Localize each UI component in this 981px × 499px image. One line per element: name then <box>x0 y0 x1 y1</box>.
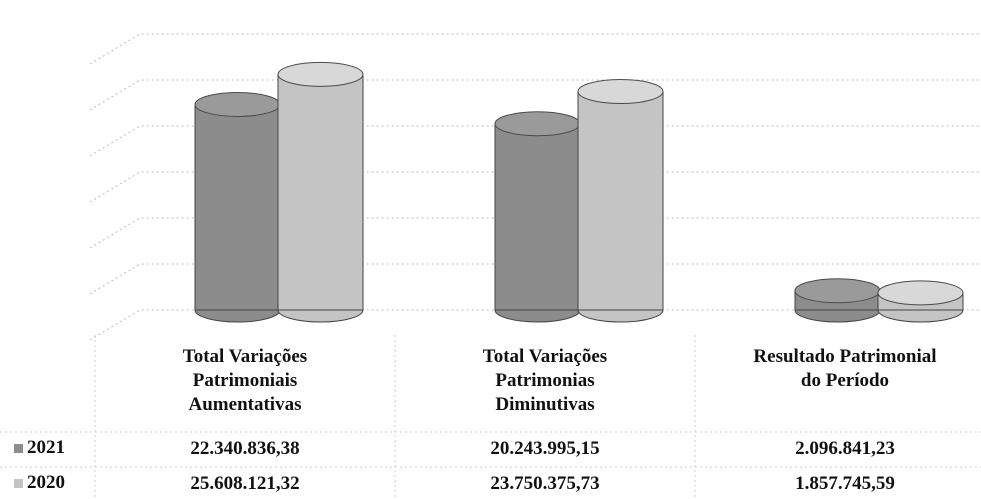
cylinder <box>194 91 281 323</box>
legend-key <box>14 479 23 488</box>
data-label: 2.096.841,23 <box>795 438 895 459</box>
grid-line <box>89 33 981 65</box>
cylinder-top <box>194 91 281 117</box>
bar <box>494 123 581 311</box>
cylinder-top <box>794 278 881 304</box>
legend-entry: 2021 <box>14 437 65 459</box>
legend-entry: 2020 <box>14 472 65 494</box>
category-label: Resultado Patrimonial do Período <box>753 346 937 391</box>
data-label: 20.243.995,15 <box>490 438 600 459</box>
cylinder-top <box>877 280 964 306</box>
cylinder-top <box>494 111 581 137</box>
category-label: Total Variações Patrimoniais Aumentativa… <box>182 346 308 415</box>
legend-key <box>14 444 23 453</box>
bar <box>577 90 664 311</box>
data-label: 1.857.745,59 <box>795 473 895 494</box>
cylinder <box>277 61 364 323</box>
legend-label: 2021 <box>27 437 65 458</box>
data-label: 23.750.375,73 <box>490 473 600 494</box>
data-label: 22.340.836,38 <box>190 438 300 459</box>
bar <box>194 103 281 311</box>
cylinder-top <box>577 78 664 104</box>
cylinder <box>577 78 664 323</box>
legend-label: 2020 <box>27 472 65 493</box>
cylinder <box>494 111 581 323</box>
cylinder <box>794 278 881 323</box>
data-label: 25.608.121,32 <box>190 473 300 494</box>
cylinder <box>877 280 964 323</box>
bar <box>277 73 364 311</box>
category-label: Total Variações Patrimonias Diminutivas <box>482 346 608 415</box>
cylinder-top <box>277 61 364 87</box>
